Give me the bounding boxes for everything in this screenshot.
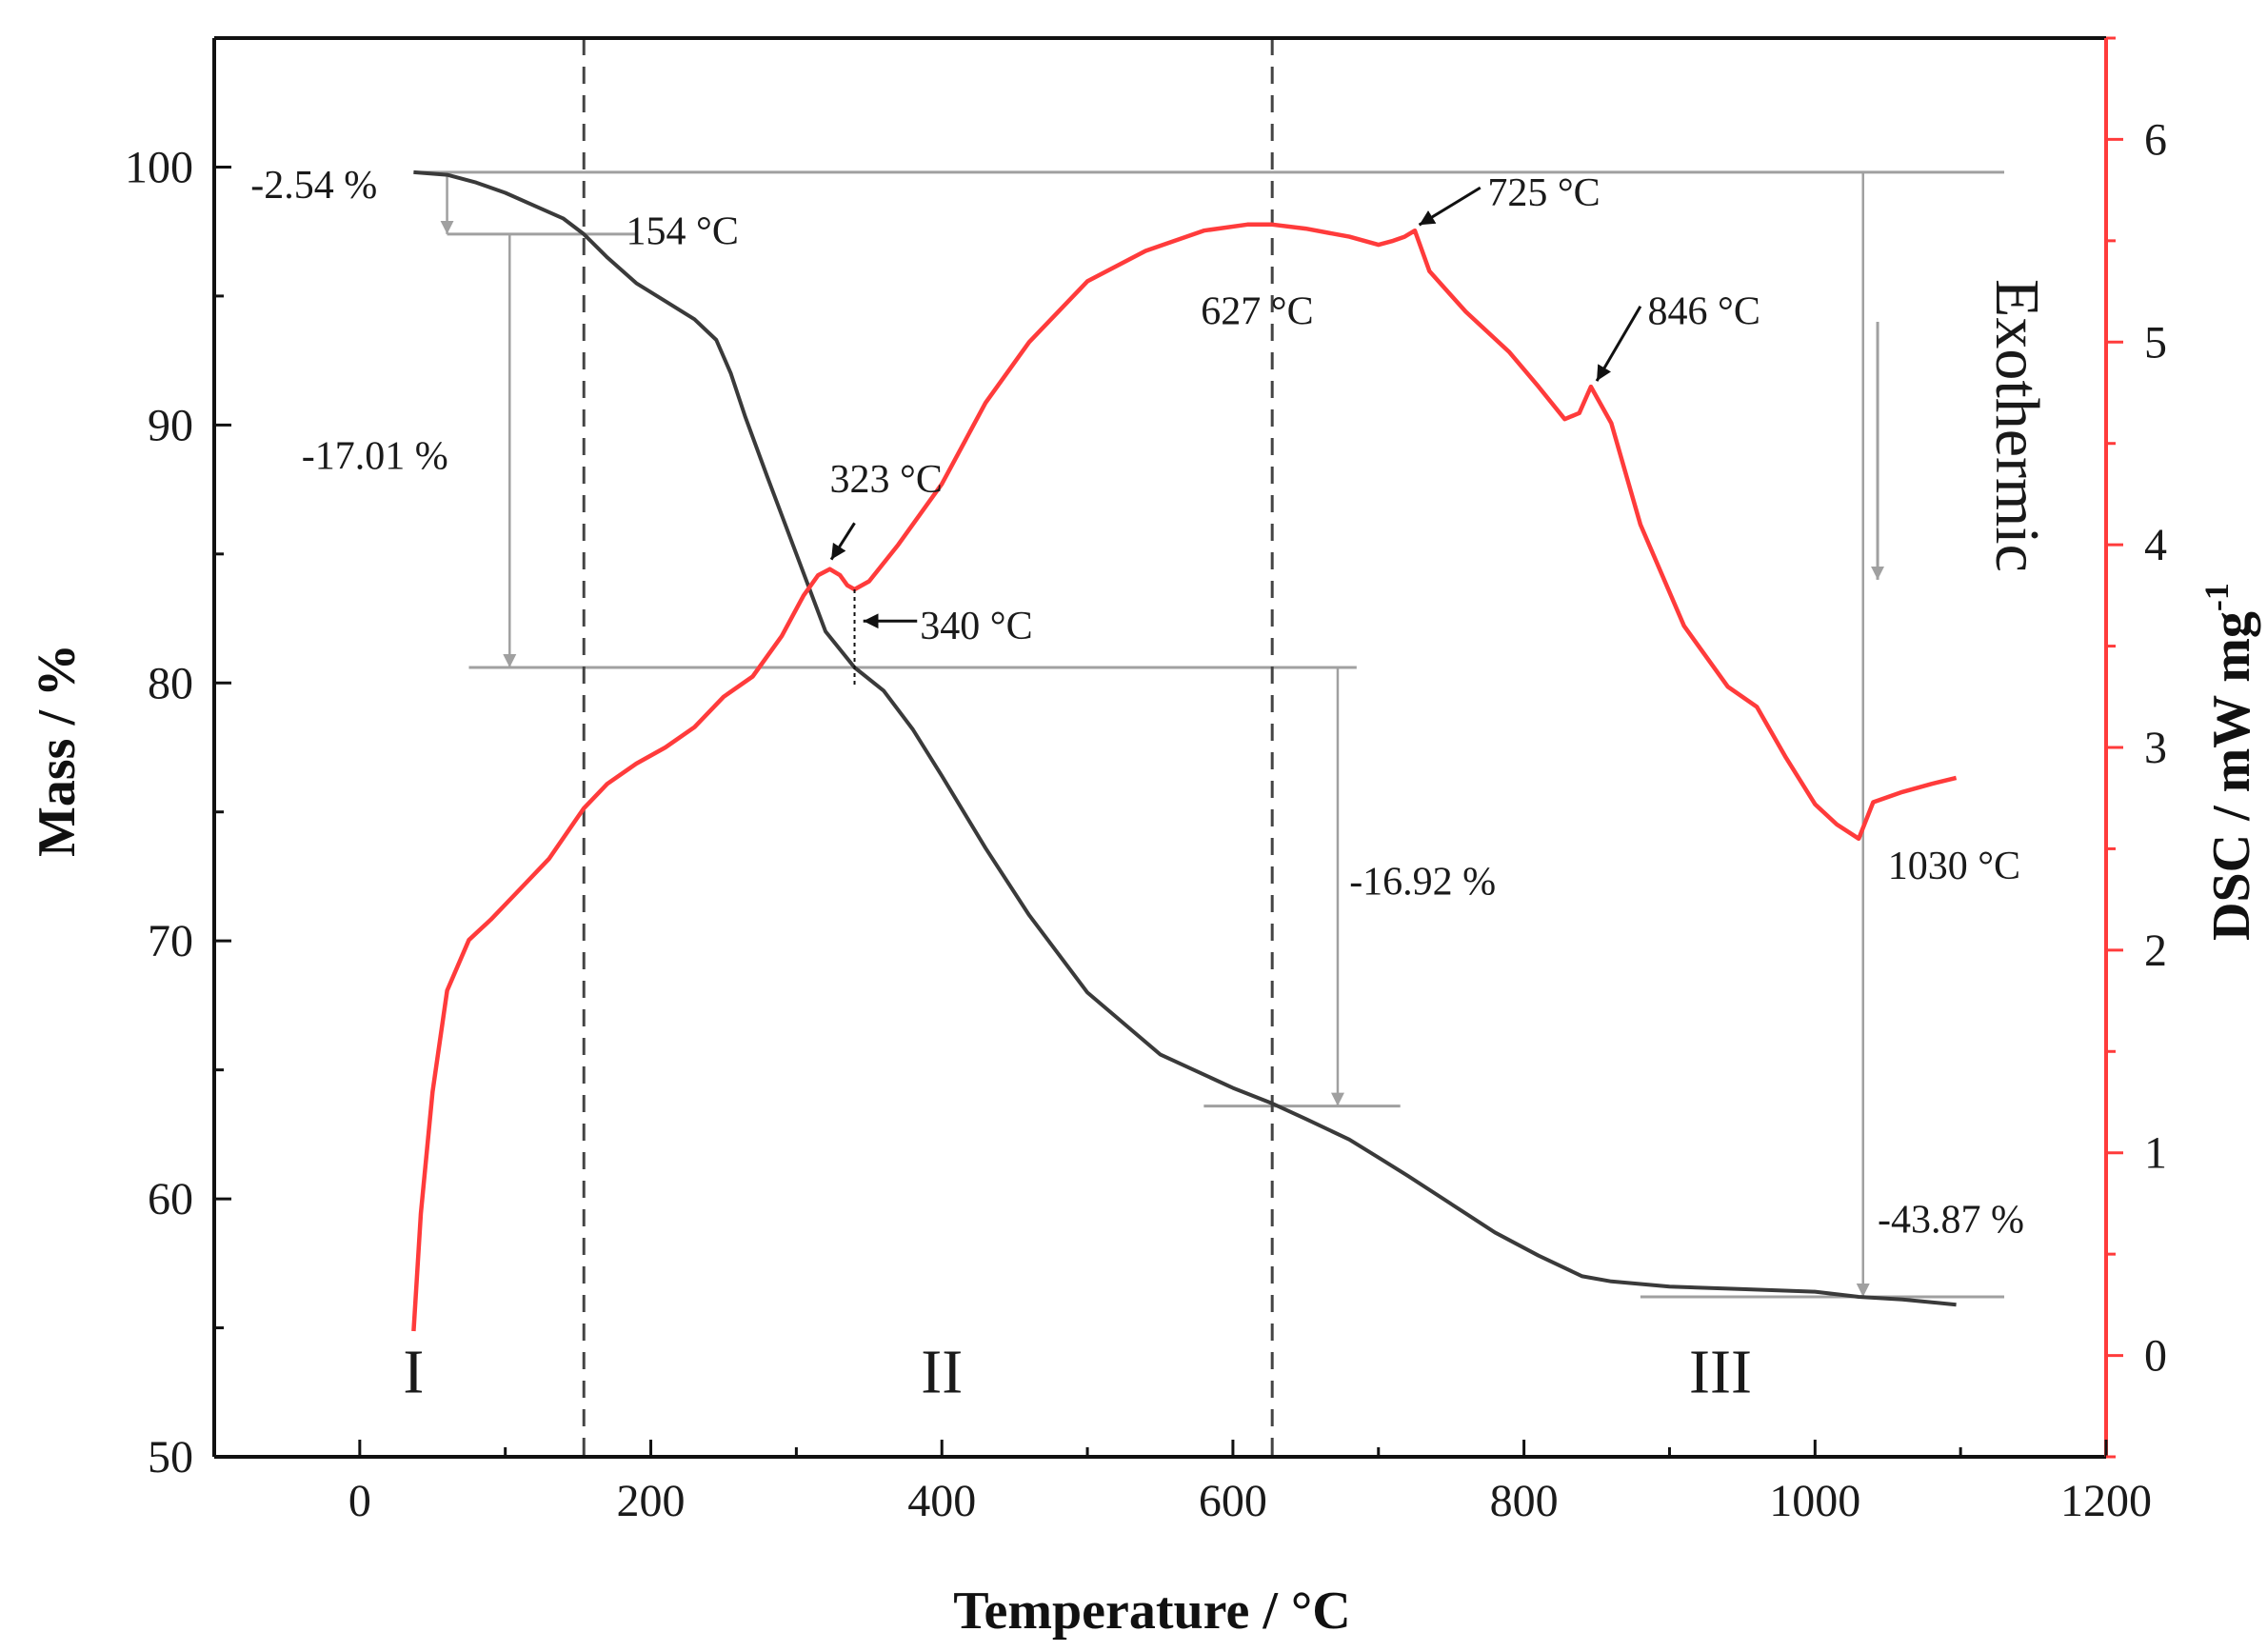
y-right-tick-label-0: 0 [2144,1331,2167,1382]
exothermic-label: Exothermic [1982,279,2052,572]
y-left-tick-label-5: 100 [125,142,193,192]
x-axis-title: Temperature / °C [953,1582,1350,1641]
x-tick-label-6: 1200 [2060,1476,2152,1526]
x-tick-label-4: 800 [1490,1476,1559,1526]
x-tick-label-3: 600 [1199,1476,1267,1526]
region-label-iii: III [1689,1337,1752,1406]
y-right-tick-label-6: 6 [2144,114,2167,165]
mass-loss-label-0: -2.54 % [250,164,377,208]
y-left-axis-title: Mass / % [28,644,87,857]
temp-annotation-3: 627 °C [1201,290,1313,334]
y-right-tick-label-4: 4 [2144,520,2167,570]
y-right-axis-title: DSC / mW mg-1 [2197,583,2261,941]
region-label-ii: II [921,1337,963,1406]
guide-lines-layer [413,38,2005,1457]
x-tick-label-5: 1000 [1769,1476,1860,1526]
y-left-tick-label-0: 50 [148,1432,193,1483]
y-right-axis-title-main: DSC / mW mg [2202,611,2261,941]
annotations-layer: -2.54 % -17.01 % -16.92 % -43.87 % 154 °C 323… [250,164,2024,1406]
temp-annotation-5: 846 °C [1648,290,1760,334]
pointer-arrow-846 [1595,305,1642,382]
temp-annotation-1: 323 °C [830,458,943,502]
y-left-tick-label-1: 60 [148,1174,193,1224]
x-tick-label-2: 400 [907,1476,976,1526]
region-label-i: I [403,1337,424,1406]
y-left-tick-label-2: 70 [148,916,193,966]
dsc-curve [411,222,1958,1332]
temp-annotation-4: 725 °C [1487,171,1600,215]
y-right-tick-label-3: 3 [2144,723,2167,773]
y-left-tick-label-4: 90 [148,400,193,450]
mass-loss-label-2: -16.92 % [1349,860,1496,904]
y-right-axis-title-sup: -1 [2197,583,2236,611]
y-right-tick-label-2: 2 [2144,926,2167,976]
pointer-arrow-725 [1418,186,1482,227]
y-left-tick-label-3: 80 [148,658,193,708]
mass-curve [413,169,1957,1307]
x-tick-label-1: 200 [617,1476,686,1526]
mass-loss-label-1: -17.01 % [302,434,448,478]
mass-loss-label-3: -43.87 % [1878,1198,2024,1242]
pointer-arrow-323 [829,522,856,561]
axes-layer: 0 200 400 600 800 1000 12005060708090100012345… [125,36,2167,1526]
y-right-tick-label-5: 5 [2144,317,2167,368]
x-tick-label-0: 0 [348,1476,371,1526]
y-right-tick-label-1: 1 [2144,1128,2167,1179]
temp-annotation-2: 340 °C [920,605,1032,648]
temp-annotation-6: 1030 °C [1888,845,2020,888]
temp-annotation-0: 154 °C [626,210,739,254]
series-layer [411,169,1958,1332]
